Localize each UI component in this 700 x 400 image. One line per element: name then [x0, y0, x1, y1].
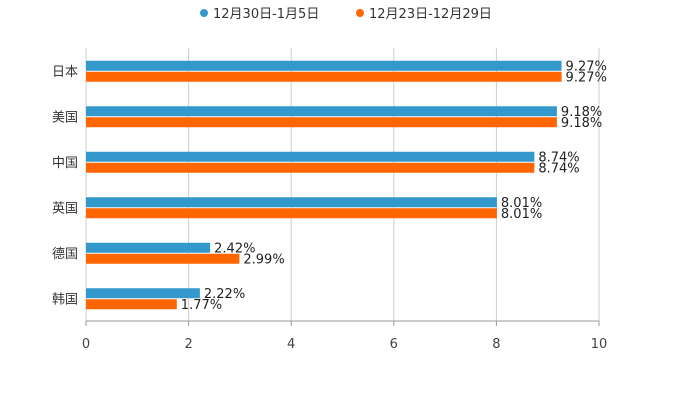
data-label-series-1: 9.18% [561, 105, 602, 120]
legend-label-series-1: 12月30日-1月5日 [213, 7, 319, 22]
bar-series-2 [86, 71, 562, 82]
data-label-series-1: 2.42% [214, 241, 255, 256]
x-axis: 0 2 4 6 8 10 [82, 320, 608, 352]
data-label-series-2: 8.01% [501, 207, 542, 222]
category-label: 韩国 [52, 292, 78, 307]
legend-marker-series-1 [200, 9, 208, 17]
gridlines [85, 48, 600, 321]
legend-label-series-2: 12月23日-12月29日 [369, 7, 492, 22]
legend: 12月30日-1月5日 12月23日-12月29日 [200, 7, 492, 22]
category-label: 英国 [52, 201, 78, 216]
data-label-series-2: 1.77% [181, 298, 222, 313]
data-label-series-1: 9.27% [566, 59, 607, 74]
bar-series-1 [86, 197, 497, 208]
x-tick-label: 4 [287, 337, 295, 352]
category-label: 日本 [52, 65, 78, 80]
bar-series-1 [86, 288, 200, 299]
category-label: 美国 [52, 110, 78, 125]
bar-series-1 [86, 151, 535, 162]
bar-series-2 [86, 253, 240, 264]
data-label-series-1: 8.01% [501, 196, 542, 211]
category-label: 中国 [52, 156, 78, 171]
x-tick-label: 10 [591, 337, 608, 352]
x-tick-label: 2 [184, 337, 192, 352]
x-tick-label: 6 [390, 337, 398, 352]
data-label-series-1: 2.22% [204, 287, 245, 302]
x-tick-label: 0 [82, 337, 90, 352]
bar-series-2 [86, 208, 497, 219]
bar-series-2 [86, 299, 177, 310]
bar-series-1 [86, 60, 562, 71]
legend-marker-series-2 [356, 9, 364, 17]
data-label-series-2: 8.74% [538, 161, 579, 176]
bar-series-1 [86, 106, 557, 117]
bar-series-2 [86, 162, 535, 173]
data-label-series-2: 9.18% [561, 116, 602, 131]
data-label-series-1: 8.74% [538, 150, 579, 165]
bars [86, 60, 562, 310]
bar-series-1 [86, 242, 211, 253]
data-label-series-2: 9.27% [566, 70, 607, 85]
data-label-series-2: 2.99% [243, 252, 284, 267]
value-labels: 9.27%9.27% 9.18%9.18% 8.74%8.74% 8.01%8.01%… [181, 59, 607, 313]
category-label: 德国 [52, 247, 78, 262]
bar-series-2 [86, 117, 557, 128]
x-tick-label: 8 [492, 337, 500, 352]
